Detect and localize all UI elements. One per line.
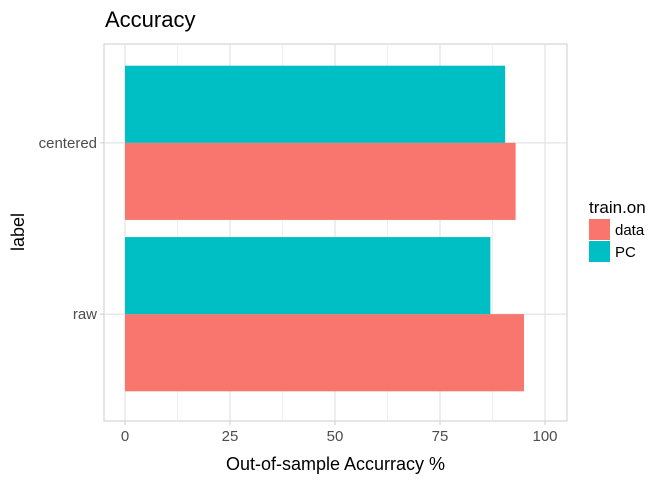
y-tick-label: raw (73, 306, 97, 323)
legend-title: train.on (589, 198, 646, 217)
legend-swatch-PC (589, 241, 610, 262)
bar-centered-data (125, 142, 516, 220)
x-axis-title: Out-of-sample Accurracy % (226, 454, 445, 474)
x-tick-label: 50 (327, 428, 344, 445)
legend: train.on data PC (589, 198, 646, 262)
legend-label-data: data (615, 222, 645, 239)
bar-centered-PC (125, 65, 506, 143)
chart-title: Accuracy (105, 7, 195, 32)
legend-swatch-data (589, 219, 610, 240)
bar-raw-data (125, 314, 524, 392)
x-axis-ticks: 0 25 50 75 100 (121, 421, 558, 445)
x-tick-label: 25 (222, 428, 239, 445)
legend-label-PC: PC (615, 244, 636, 261)
y-axis-ticks: raw centered (39, 135, 104, 323)
x-tick-label: 75 (432, 428, 449, 445)
x-tick-label: 0 (121, 428, 129, 445)
bars (125, 65, 524, 392)
bar-raw-PC (125, 237, 491, 315)
y-axis-title: label (8, 213, 28, 251)
x-tick-label: 100 (532, 428, 557, 445)
y-tick-label: centered (39, 135, 97, 152)
